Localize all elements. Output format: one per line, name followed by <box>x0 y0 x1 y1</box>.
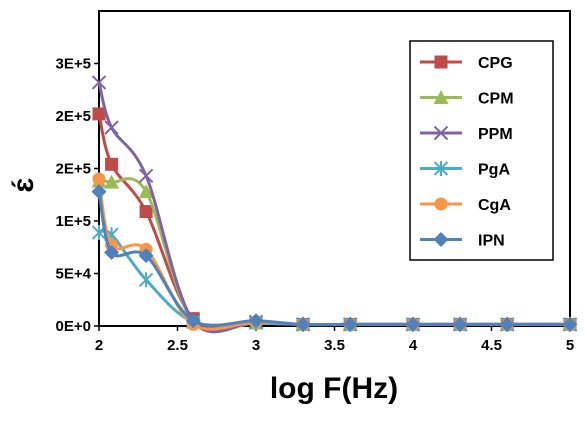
legend-marker-ipn <box>433 232 449 247</box>
data-point-cpg <box>92 107 106 121</box>
data-point-ipn <box>295 316 311 332</box>
x-tick-label: 5 <box>566 337 574 354</box>
legend-box <box>409 40 554 261</box>
legend-marker-ppm <box>433 125 449 141</box>
data-point-ipn <box>138 248 154 264</box>
y-axis-label: ɛ́ <box>7 177 40 192</box>
legend-label-cpm: CPM <box>478 91 514 108</box>
legend-label-pga: PgA <box>478 162 510 179</box>
data-point-ppm <box>104 120 119 135</box>
y-tick-label: 3E+5 <box>56 56 91 73</box>
data-point-cga <box>92 172 106 186</box>
data-point-ipn <box>248 313 264 329</box>
y-tick-label: 5E+4 <box>56 266 92 283</box>
data-point-ipn <box>185 313 201 329</box>
data-point-ipn <box>499 316 515 332</box>
legend-marker-pga <box>433 161 449 176</box>
x-axis-label: log F(Hz) <box>270 372 398 405</box>
legend-label-ppm: PPM <box>478 126 513 143</box>
x-tick-label: 4.5 <box>481 337 502 354</box>
data-point-cpm <box>138 184 154 199</box>
x-tick-label: 4 <box>409 337 418 354</box>
legend: CPG CPM PPM PgA CgA IPN <box>409 40 554 261</box>
legend-label-ipn: IPN <box>478 233 505 250</box>
data-point-ipn <box>342 316 358 332</box>
data-point-ipn <box>91 184 107 200</box>
data-point-cpm <box>104 174 120 189</box>
data-point-pga <box>138 272 154 288</box>
legend-marker-cpm <box>433 90 449 104</box>
data-point-ipn <box>452 316 468 332</box>
legend-label-cpg: CPG <box>478 55 513 72</box>
x-tick-label: 3 <box>252 337 260 354</box>
legend-label-cga: CgA <box>478 197 511 214</box>
legend-marker-cga <box>434 197 448 211</box>
data-point-ipn <box>405 316 421 332</box>
plot-area: 0E+0 5E+4 1E+5 2E+5 2E+5 3E+5 2 2.5 3 3.5 4 4.5 5 CPG… <box>56 10 578 354</box>
x-tick-label: 3.5 <box>324 337 345 354</box>
data-point-ppm <box>138 168 154 184</box>
data-point-ipn <box>104 245 120 260</box>
data-point-ppm <box>91 75 107 90</box>
data-point-ipn <box>562 316 578 332</box>
y-tick-label: 1E+5 <box>56 213 91 230</box>
data-point-cpg <box>105 157 119 171</box>
data-point-cpg <box>139 205 153 219</box>
legend-marker-cpg <box>434 55 448 69</box>
x-tick-label: 2.5 <box>167 337 188 354</box>
y-tick-label: 2E+5 <box>56 161 91 178</box>
y-tick-label: 2E+5 <box>56 108 91 125</box>
x-tick-label: 2 <box>95 337 103 354</box>
y-tick-label: 0E+0 <box>56 318 91 335</box>
